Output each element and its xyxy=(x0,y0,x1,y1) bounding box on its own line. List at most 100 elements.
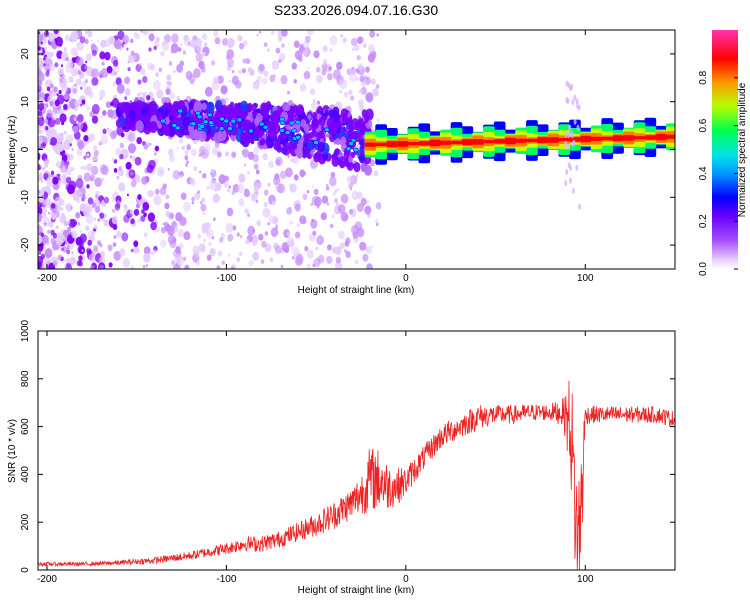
heatmap-noise-blob xyxy=(367,53,375,63)
heatmap-noise-blob xyxy=(91,76,99,86)
heatmap-noise-blob xyxy=(139,68,146,76)
heatmap-noise-blob xyxy=(177,47,182,52)
heatmap-noise-blob xyxy=(337,65,341,71)
snr-y-label: SNR (10 * v/v) xyxy=(7,419,18,483)
heatmap-noise-blob xyxy=(274,245,282,254)
heatmap-noise-blob xyxy=(99,212,105,219)
heatmap-noise-blob xyxy=(345,251,351,258)
heatmap-ridge-blob xyxy=(320,110,324,116)
heatmap-noise-blob xyxy=(247,225,256,236)
heatmap-noise-blob xyxy=(343,249,347,253)
heatmap-noise-blob xyxy=(100,251,105,257)
heatmap-ridge-blob xyxy=(162,124,168,131)
heatmap-anomaly-blob xyxy=(565,169,569,176)
heatmap-noise-blob xyxy=(239,42,245,50)
heatmap-noise-blob xyxy=(105,128,109,132)
heatmap-noise-blob xyxy=(130,50,135,56)
heatmap-ridge-highlight xyxy=(353,147,359,153)
heatmap-anomaly-blob xyxy=(576,124,580,131)
heatmap-ridge-highlight xyxy=(248,128,254,134)
heatmap-noise-blob xyxy=(331,213,335,219)
heatmap-noise-blob xyxy=(80,86,83,90)
heatmap-noise-blob xyxy=(268,160,274,169)
heatmap-noise-blob xyxy=(86,105,91,111)
heatmap-noise-blob xyxy=(225,151,230,157)
heatmap-noise-blob xyxy=(310,203,313,206)
heatmap-noise-blob xyxy=(149,142,152,146)
heatmap-noise-blob xyxy=(302,193,308,200)
heatmap-noise-blob xyxy=(231,266,235,269)
heatmap-noise-blob xyxy=(50,212,57,220)
heatmap-noise-blob xyxy=(38,110,43,117)
heatmap-noise-blob xyxy=(201,228,206,234)
y-tick-label: 1000 xyxy=(20,319,31,342)
heatmap-noise-blob xyxy=(68,180,77,191)
heatmap-noise-blob xyxy=(79,103,83,107)
heatmap-noise-blob xyxy=(103,219,109,227)
heatmap-noise-blob xyxy=(72,125,79,134)
heatmap-ridge-blob xyxy=(312,111,317,119)
heatmap-band-segment xyxy=(623,135,635,141)
heatmap-noise-blob xyxy=(122,35,130,44)
heatmap-noise-blob xyxy=(49,92,53,97)
heatmap-noise-blob xyxy=(322,59,328,65)
heatmap-noise-blob xyxy=(111,209,115,213)
heatmap-noise-blob xyxy=(299,83,307,92)
heatmap-noise-blob xyxy=(119,142,125,149)
heatmap-noise-blob xyxy=(58,89,62,95)
heatmap-noise-blob xyxy=(133,240,139,247)
heatmap-noise-blob xyxy=(262,77,268,85)
heatmap-noise-blob xyxy=(81,249,84,252)
heatmap-band-segment xyxy=(558,138,571,142)
heatmap-noise-blob xyxy=(329,223,334,229)
heatmap-noise-blob xyxy=(316,235,325,246)
heatmap-noise-blob xyxy=(38,57,43,64)
heatmap-noise-blob xyxy=(47,177,50,181)
heatmap-anomaly-blob xyxy=(571,187,575,194)
heatmap-noise-blob xyxy=(260,259,265,265)
heatmap-noise-blob xyxy=(296,223,300,228)
heatmap-ridge-blob xyxy=(240,134,246,142)
heatmap-noise-blob xyxy=(49,101,54,107)
heatmap-noise-blob xyxy=(306,30,315,36)
heatmap-noise-blob xyxy=(376,118,380,123)
heatmap-noise-blob xyxy=(69,256,76,265)
heatmap-noise-blob xyxy=(65,233,68,237)
heatmap-anomaly-blob xyxy=(570,83,574,90)
heatmap-noise-blob xyxy=(143,253,151,263)
heatmap-noise-blob xyxy=(221,260,225,265)
heatmap-noise-blob xyxy=(44,248,53,259)
heatmap-noise-blob xyxy=(157,166,165,177)
heatmap-noise-blob xyxy=(84,38,89,45)
x-tick-label: 0 xyxy=(403,574,409,585)
heatmap-noise-blob xyxy=(231,151,237,158)
heatmap-noise-blob xyxy=(252,80,260,90)
heatmap-noise-blob xyxy=(86,247,92,254)
heatmap-noise-blob xyxy=(93,145,98,151)
heatmap-noise-blob xyxy=(275,156,283,167)
heatmap-noise-blob xyxy=(369,30,376,38)
heatmap-noise-blob xyxy=(357,36,363,44)
heatmap-noise-blob xyxy=(206,254,212,261)
heatmap-noise-blob xyxy=(109,109,118,120)
heatmap-noise-blob xyxy=(269,74,276,83)
heatmap-noise-blob xyxy=(228,79,232,83)
heatmap-ridge-blob xyxy=(307,141,314,151)
heatmap-noise-blob xyxy=(184,149,189,155)
heatmap-noise-blob xyxy=(306,190,310,194)
heatmap-noise-blob xyxy=(126,47,129,51)
heatmap-band-segment xyxy=(579,135,592,143)
heatmap-ridge-highlight xyxy=(262,124,269,130)
heatmap-ridge-blob xyxy=(135,120,144,133)
heatmap-noise-blob xyxy=(59,163,68,173)
heatmap-ridge-blob xyxy=(259,139,264,146)
y-tick-label: -20 xyxy=(20,237,31,252)
heatmap-noise-blob xyxy=(213,30,219,37)
snr-panel: -200 -100 0 100 0 200 400 600 800 1000 Height of… xyxy=(7,319,676,596)
heatmap-noise-blob xyxy=(56,94,65,105)
heatmap-noise-blob xyxy=(105,101,111,109)
heatmap-noise-blob xyxy=(99,51,106,60)
heatmap-noise-blob xyxy=(59,175,62,179)
heatmap-noise-blob xyxy=(247,170,251,175)
heatmap-noise-blob xyxy=(326,186,330,191)
